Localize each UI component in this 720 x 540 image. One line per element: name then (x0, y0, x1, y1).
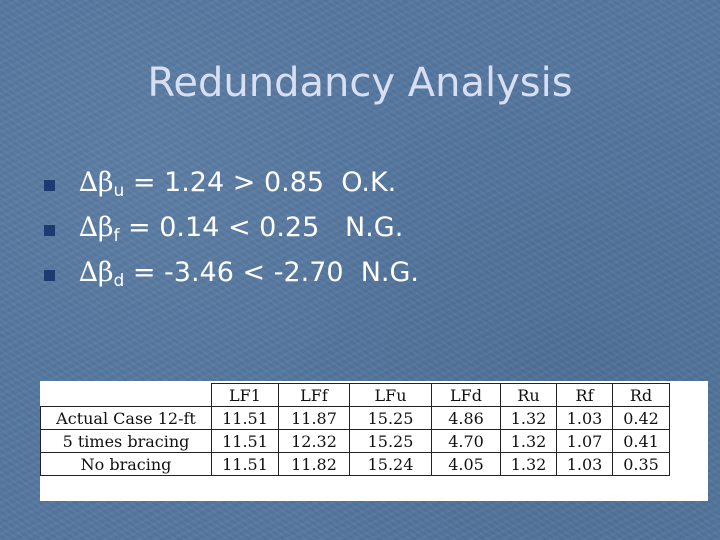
table-row: No bracing 11.51 11.82 15.24 4.05 1.32 1… (40, 452, 670, 476)
table-cell: 1.07 (556, 429, 613, 453)
column-header: Rf (556, 383, 613, 407)
table-cell: 11.51 (211, 429, 279, 453)
table-header-row: LF1 LFf LFu LFd Ru Rf Rd (40, 383, 670, 407)
table-cell: 0.42 (612, 406, 670, 430)
table-cell: 4.70 (431, 429, 501, 453)
row-label: Actual Case 12-ft (40, 406, 212, 430)
column-header: Ru (500, 383, 557, 407)
table-cell: 4.86 (431, 406, 501, 430)
table-cell: 1.03 (556, 452, 613, 476)
square-bullet-icon (44, 180, 55, 191)
subscript: f (113, 226, 120, 246)
table-row: 5 times bracing 11.51 12.32 15.25 4.70 1… (40, 429, 670, 453)
delta-beta-symbol: ∆β (79, 257, 114, 288)
slide-title: Redundancy Analysis (147, 60, 573, 106)
subscript: d (113, 271, 125, 291)
column-header: LFf (278, 383, 350, 407)
table-cell: 1.32 (500, 406, 557, 430)
square-bullet-icon (44, 225, 55, 236)
table-cell: 11.87 (278, 406, 350, 430)
table-cell: 15.24 (349, 452, 432, 476)
table-cell: 0.41 (612, 429, 670, 453)
bullet-text: ∆βd = -3.46 < -2.70 N.G. (79, 253, 419, 293)
subscript: u (113, 181, 125, 201)
table-cell: 4.05 (431, 452, 501, 476)
table-cell: 11.51 (211, 406, 279, 430)
table-cell: 1.32 (500, 429, 557, 453)
delta-beta-symbol: ∆β (79, 167, 114, 198)
table-row: Actual Case 12-ft 11.51 11.87 15.25 4.86… (40, 406, 670, 430)
header-corner-cell (40, 383, 212, 407)
square-bullet-icon (44, 270, 55, 281)
table-cell: 1.32 (500, 452, 557, 476)
column-header: LFu (349, 383, 432, 407)
row-label: 5 times bracing (40, 429, 212, 453)
table-cell: 11.51 (211, 452, 279, 476)
table-cell: 12.32 (278, 429, 350, 453)
bullet-expression: = 1.24 > 0.85 O.K. (124, 167, 397, 198)
column-header: Rd (612, 383, 670, 407)
row-label: No bracing (40, 452, 212, 476)
bullet-expression: = -3.46 < -2.70 N.G. (124, 257, 420, 288)
results-table-panel: LF1 LFf LFu LFd Ru Rf Rd Actual Case 12-… (40, 381, 708, 501)
table-cell: 15.25 (349, 406, 432, 430)
table-cell: 0.35 (612, 452, 670, 476)
bullet-text: ∆βf = 0.14 < 0.25 N.G. (79, 208, 403, 248)
results-table: LF1 LFf LFu LFd Ru Rf Rd Actual Case 12-… (40, 383, 670, 476)
table-cell: 11.82 (278, 452, 350, 476)
delta-beta-symbol: ∆β (79, 212, 114, 243)
bullet-text: ∆βu = 1.24 > 0.85 O.K. (79, 163, 396, 203)
column-header: LF1 (211, 383, 279, 407)
column-header: LFd (431, 383, 501, 407)
table-cell: 15.25 (349, 429, 432, 453)
table-cell: 1.03 (556, 406, 613, 430)
bullet-expression: = 0.14 < 0.25 N.G. (119, 212, 404, 243)
